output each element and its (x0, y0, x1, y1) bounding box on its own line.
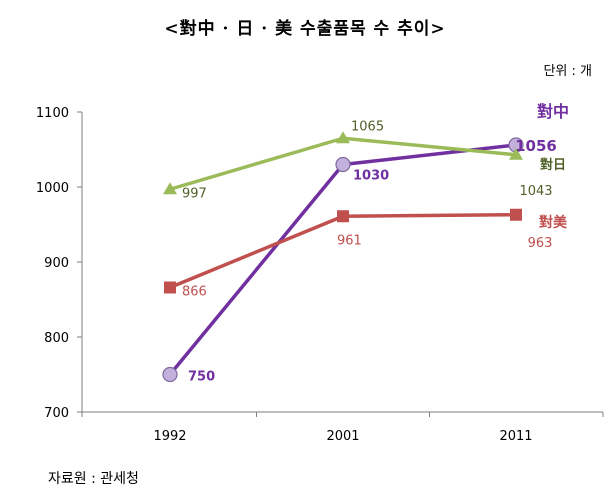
data-label: 963 (528, 236, 553, 251)
data-label: 997 (182, 186, 207, 201)
legend-label: 對中 (537, 102, 569, 121)
source-note: 자료원 : 관세청 (48, 471, 139, 487)
data-point (337, 210, 349, 223)
data-label: 1056 (515, 137, 557, 155)
x-tick-label: 1992 (153, 429, 186, 444)
data-point (163, 182, 177, 195)
y-tick-label: 800 (44, 331, 69, 346)
data-point (336, 131, 350, 144)
series-line-對美 (169, 213, 517, 290)
y-tick-label: 1000 (36, 181, 69, 196)
data-point (162, 366, 178, 383)
data-label: 750 (188, 370, 215, 385)
data-point (335, 156, 351, 173)
data-label: 1065 (351, 119, 384, 134)
unit-label: 단위 : 개 (543, 64, 592, 79)
y-tick-label: 700 (44, 406, 69, 421)
data-labels: 750 1030 1056 997 1065 1043 866 961 963 (182, 119, 557, 384)
data-point (510, 208, 522, 221)
series-markers (162, 131, 524, 383)
chart-title: <對中 · 日 · 美 수출품목 수 추이> (164, 19, 446, 39)
x-tick-label: 2011 (499, 429, 532, 444)
data-point (164, 281, 176, 294)
data-label: 1030 (353, 169, 389, 184)
x-tick-label: 2001 (326, 429, 359, 444)
series-lines (168, 136, 517, 376)
y-tick-label: 1100 (36, 106, 69, 121)
legend-label: 對日 (540, 157, 566, 173)
data-label: 866 (182, 285, 207, 300)
data-label: 1043 (519, 184, 552, 199)
y-tick-label: 900 (44, 256, 69, 271)
legend-label: 對美 (539, 214, 568, 231)
data-point (509, 147, 523, 160)
series-line-對中 (168, 143, 517, 376)
line-chart: 700 800 900 1000 1100 1992 2001 2011 750 1030 105… (36, 102, 604, 444)
axes: 700 800 900 1000 1100 1992 2001 2011 (36, 106, 604, 444)
data-label: 961 (337, 233, 362, 248)
